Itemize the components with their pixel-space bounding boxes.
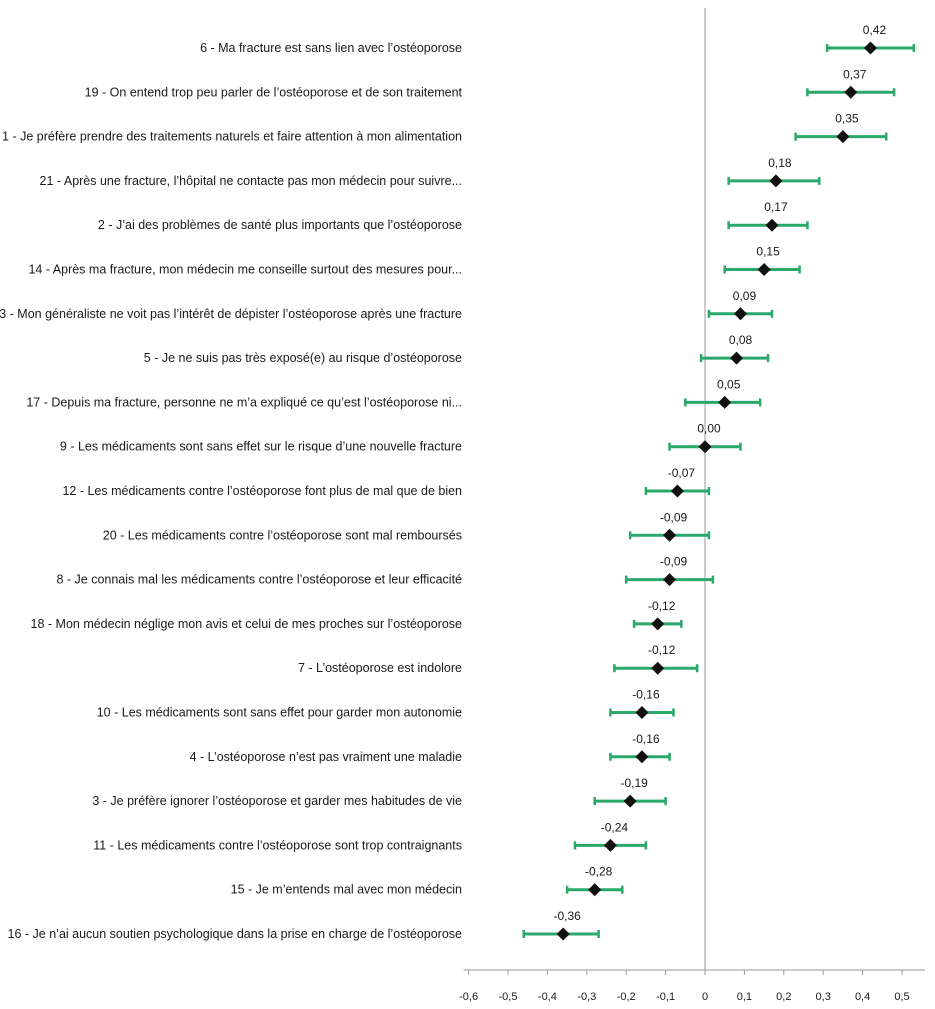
x-tick-label: -0,2 xyxy=(617,991,636,1003)
point-marker xyxy=(718,395,732,409)
x-tick-label: -0,1 xyxy=(656,991,675,1003)
point-marker xyxy=(844,85,858,99)
x-tick-label: 0,1 xyxy=(737,991,752,1003)
value-label: 0,37 xyxy=(843,67,867,81)
value-label: 0,00 xyxy=(697,422,721,436)
category-label: 6 - Ma fracture est sans lien avec l’ost… xyxy=(200,41,462,55)
value-label: -0,24 xyxy=(601,820,629,834)
value-label: -0,16 xyxy=(632,732,660,746)
point-marker xyxy=(836,130,850,144)
x-axis: -0,6 -0,5 -0,4 -0,3 -0,2 -0,1 0 0,1 0,2 0,3 0,4 0,5 xyxy=(459,8,925,1003)
category-label: 1 - Je préfère prendre des traitements n… xyxy=(2,130,462,144)
value-label: 0,09 xyxy=(733,289,757,303)
category-label: 10 - Les médicaments sont sans effet pou… xyxy=(97,706,462,720)
x-tick-label: -0,6 xyxy=(459,991,478,1003)
value-labels: 0,42 0,37 0,35 0,18 0,17 0,15 0,09 0,08 0,05 0,00… xyxy=(553,23,886,923)
point-marker xyxy=(603,838,617,852)
point-marker xyxy=(757,263,771,276)
point-marker xyxy=(863,41,877,55)
point-marker xyxy=(698,440,712,454)
value-label: -0,36 xyxy=(553,909,581,923)
point-marker xyxy=(556,927,570,941)
point-marker xyxy=(635,706,649,719)
point-marker xyxy=(730,351,744,365)
category-label: 17 - Depuis ma fracture, personne ne m’a… xyxy=(26,395,462,409)
point-marker xyxy=(769,174,783,188)
value-label: -0,09 xyxy=(660,555,688,569)
category-label: 4 - L’ostéoporose n’est pas vraiment une… xyxy=(190,750,462,764)
value-label: -0,28 xyxy=(585,865,613,879)
value-label: -0,16 xyxy=(632,688,660,702)
category-label: 8 - Je connais mal les médicaments contr… xyxy=(56,573,462,587)
value-label: -0,07 xyxy=(668,466,696,480)
category-label: 20 - Les médicaments contre l’ostéoporos… xyxy=(103,528,462,542)
category-label: 13 - Mon généraliste ne voit pas l’intér… xyxy=(0,307,462,321)
value-label: -0,09 xyxy=(660,510,688,524)
point-marker xyxy=(588,883,602,897)
category-labels: 6 - Ma fracture est sans lien avec l’ost… xyxy=(0,41,463,941)
point-markers xyxy=(556,41,877,941)
category-label: 19 - On entend trop peu parler de l’osté… xyxy=(85,85,463,99)
category-label: 18 - Mon médecin néglige mon avis et cel… xyxy=(31,617,463,631)
x-tick-label: -0,3 xyxy=(577,991,596,1003)
category-label: 14 - Après ma fracture, mon médecin me c… xyxy=(28,263,462,277)
point-marker xyxy=(765,218,779,232)
point-marker xyxy=(663,528,677,542)
category-label: 2 - J’ai des problèmes de santé plus imp… xyxy=(98,218,462,232)
x-tick-label: -0,4 xyxy=(538,991,557,1003)
x-tick-label: -0,5 xyxy=(499,991,518,1003)
point-marker xyxy=(663,573,677,587)
x-tick-label: 0,4 xyxy=(855,991,870,1003)
value-label: 0,18 xyxy=(768,156,792,170)
point-marker xyxy=(651,617,665,631)
value-label: 0,08 xyxy=(729,333,753,347)
x-tick-label: 0,2 xyxy=(776,991,791,1003)
value-label: 0,15 xyxy=(756,245,780,259)
x-tick-label: 0 xyxy=(702,991,708,1003)
category-label: 7 - L’ostéoporose est indolore xyxy=(298,661,462,675)
point-marker xyxy=(651,661,665,675)
x-tick-label: 0,5 xyxy=(894,991,909,1003)
value-label: 0,35 xyxy=(835,112,859,126)
category-label: 3 - Je préfère ignorer l’ostéoporose et … xyxy=(92,794,462,808)
category-label: 16 - Je n’ai aucun soutien psychologique… xyxy=(8,927,463,941)
value-label: 0,05 xyxy=(717,377,741,391)
point-marker xyxy=(733,307,747,321)
value-label: -0,12 xyxy=(648,643,676,657)
x-tick-label: 0,3 xyxy=(816,991,831,1003)
confidence-intervals xyxy=(522,44,916,938)
category-label: 15 - Je m’entends mal avec mon médecin xyxy=(231,883,462,897)
category-label: 5 - Je ne suis pas très exposé(e) au ris… xyxy=(144,351,462,365)
category-label: 21 - Après une fracture, l’hôpital ne co… xyxy=(40,174,462,188)
value-label: -0,12 xyxy=(648,599,676,613)
category-label: 9 - Les médicaments sont sans effet sur … xyxy=(60,440,462,454)
value-label: 0,42 xyxy=(863,23,887,37)
point-marker xyxy=(623,794,637,808)
value-label: -0,19 xyxy=(620,776,648,790)
category-label: 11 - Les médicaments contre l’ostéoporos… xyxy=(93,838,462,852)
point-marker xyxy=(670,484,684,498)
value-label: 0,17 xyxy=(764,200,788,214)
point-marker xyxy=(635,750,649,764)
category-label: 12 - Les médicaments contre l’ostéoporos… xyxy=(62,484,462,498)
